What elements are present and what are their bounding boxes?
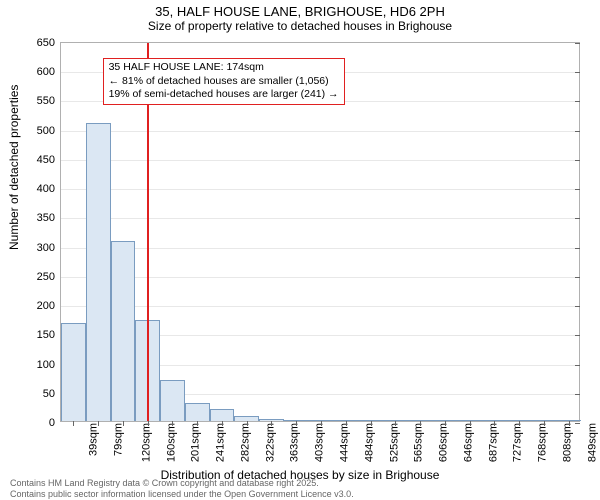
x-tick-label: 241sqm [213, 423, 227, 462]
histogram-bar [160, 380, 185, 421]
attribution: Contains HM Land Registry data © Crown c… [10, 478, 354, 500]
histogram-bar [86, 123, 111, 421]
x-tick-label: 687sqm [485, 423, 499, 462]
annotation-line: 35 HALF HOUSE LANE: 174sqm [109, 61, 339, 75]
attribution-line: Contains public sector information licen… [10, 489, 354, 500]
histogram-bar [61, 323, 86, 421]
y-tick-label: 0 [49, 417, 61, 429]
x-tick-mark [445, 421, 446, 426]
annotation-line: ← 81% of detached houses are smaller (1,… [109, 75, 339, 89]
y-tick-mark [575, 423, 580, 424]
y-tick-label: 100 [37, 359, 61, 371]
y-tick-mark [575, 160, 580, 161]
histogram-bar [185, 403, 210, 421]
x-tick-mark [470, 421, 471, 426]
y-tick-mark [575, 335, 580, 336]
y-tick-label: 650 [37, 37, 61, 49]
x-tick-label: 849sqm [584, 423, 598, 462]
x-tick-mark [346, 421, 347, 426]
x-tick-label: 322sqm [262, 423, 276, 462]
x-tick-label: 160sqm [163, 423, 177, 462]
gridline [61, 131, 579, 132]
gridline [61, 277, 579, 278]
y-axis-label: Number of detached properties [7, 85, 21, 250]
y-tick-label: 300 [37, 242, 61, 254]
x-tick-label: 768sqm [535, 423, 549, 462]
y-tick-label: 600 [37, 66, 61, 78]
x-tick-mark [197, 421, 198, 426]
x-tick-label: 606sqm [436, 423, 450, 462]
y-tick-label: 150 [37, 329, 61, 341]
x-tick-mark [123, 421, 124, 426]
chart-title: 35, HALF HOUSE LANE, BRIGHOUSE, HD6 2PH [0, 0, 600, 19]
x-tick-mark [222, 421, 223, 426]
y-tick-mark [575, 248, 580, 249]
x-tick-mark [98, 421, 99, 426]
x-tick-label: 282sqm [238, 423, 252, 462]
y-tick-mark [575, 365, 580, 366]
y-tick-mark [575, 394, 580, 395]
gridline [61, 306, 579, 307]
x-tick-mark [544, 421, 545, 426]
x-tick-mark [296, 421, 297, 426]
chart-container: 0501001502002503003504004505005506006503… [60, 42, 580, 422]
gridline [61, 160, 579, 161]
y-tick-label: 550 [37, 95, 61, 107]
x-tick-label: 727sqm [510, 423, 524, 462]
x-tick-mark [395, 421, 396, 426]
annotation-line: 19% of semi-detached houses are larger (… [109, 88, 339, 102]
x-tick-label: 525sqm [386, 423, 400, 462]
x-tick-label: 79sqm [111, 423, 125, 456]
gridline [61, 189, 579, 190]
x-tick-label: 39sqm [86, 423, 100, 456]
y-tick-label: 50 [43, 388, 61, 400]
y-tick-label: 400 [37, 183, 61, 195]
y-tick-label: 200 [37, 300, 61, 312]
x-tick-label: 403sqm [312, 423, 326, 462]
x-tick-mark [494, 421, 495, 426]
x-tick-mark [73, 421, 74, 426]
x-tick-label: 484sqm [361, 423, 375, 462]
attribution-line: Contains HM Land Registry data © Crown c… [10, 478, 354, 489]
y-tick-mark [575, 218, 580, 219]
y-tick-mark [575, 72, 580, 73]
y-tick-label: 500 [37, 125, 61, 137]
histogram-bar [210, 409, 235, 421]
y-tick-mark [575, 277, 580, 278]
y-tick-label: 350 [37, 212, 61, 224]
x-tick-label: 565sqm [411, 423, 425, 462]
x-tick-mark [420, 421, 421, 426]
x-tick-mark [371, 421, 372, 426]
x-tick-label: 120sqm [138, 423, 152, 462]
histogram-bar [111, 241, 136, 421]
chart-subtitle: Size of property relative to detached ho… [0, 19, 600, 39]
gridline [61, 218, 579, 219]
annotation-box: 35 HALF HOUSE LANE: 174sqm← 81% of detac… [103, 58, 345, 105]
y-tick-mark [575, 101, 580, 102]
x-tick-mark [172, 421, 173, 426]
x-tick-mark [271, 421, 272, 426]
y-tick-label: 250 [37, 271, 61, 283]
x-tick-label: 808sqm [559, 423, 573, 462]
gridline [61, 248, 579, 249]
y-tick-mark [575, 306, 580, 307]
x-tick-mark [569, 421, 570, 426]
x-tick-mark [321, 421, 322, 426]
x-tick-label: 201sqm [188, 423, 202, 462]
y-tick-mark [575, 43, 580, 44]
x-tick-label: 646sqm [460, 423, 474, 462]
y-tick-mark [575, 189, 580, 190]
y-tick-mark [575, 131, 580, 132]
x-tick-mark [247, 421, 248, 426]
y-tick-label: 450 [37, 154, 61, 166]
x-tick-mark [148, 421, 149, 426]
x-tick-label: 363sqm [287, 423, 301, 462]
x-tick-mark [519, 421, 520, 426]
plot-area: 0501001502002503003504004505005506006503… [60, 42, 580, 422]
x-tick-label: 444sqm [337, 423, 351, 462]
